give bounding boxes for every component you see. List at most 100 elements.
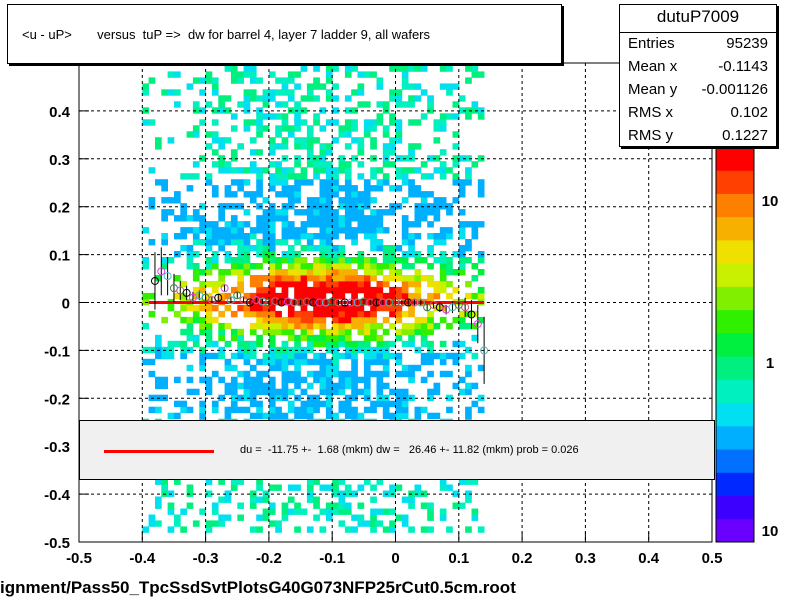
heatmap-cell (319, 185, 327, 192)
heatmap-cell (370, 239, 377, 246)
heatmap-cell (142, 89, 149, 96)
heatmap-cell (306, 263, 314, 270)
heatmap-cell (230, 394, 238, 402)
heatmap-cell (256, 280, 263, 288)
heatmap-cell (306, 155, 314, 162)
heatmap-cell (344, 131, 352, 138)
heatmap-cell (211, 107, 219, 114)
heatmap-cell (186, 502, 194, 509)
colorbar-bin (716, 402, 754, 427)
heatmap-cell (433, 167, 441, 174)
heatmap-cell (458, 251, 466, 258)
heatmap-cell (452, 352, 460, 360)
heatmap-cell (243, 245, 251, 252)
heatmap-cell (319, 203, 327, 210)
heatmap-cell (256, 215, 263, 222)
heatmap-cell (294, 364, 301, 372)
heatmap-cell (420, 203, 428, 210)
heatmap-cell (338, 520, 346, 527)
heatmap-cell (306, 286, 314, 294)
heatmap-cell (427, 412, 434, 420)
heatmap-cell (313, 113, 320, 120)
heatmap-cell (262, 89, 270, 96)
heatmap-cell (332, 191, 339, 198)
heatmap-cell (211, 400, 219, 408)
heatmap-cell (439, 280, 447, 288)
heatmap-cell (306, 394, 314, 402)
heatmap-cell (357, 328, 365, 336)
heatmap-cell (319, 263, 327, 270)
heatmap-cell (382, 161, 390, 168)
heatmap-cell (237, 514, 244, 521)
heatmap-cell (294, 113, 301, 120)
heatmap-cell (370, 125, 377, 132)
x-tick-label: -0.4 (129, 550, 156, 567)
heatmap-cell (174, 412, 181, 420)
heatmap-cell (395, 65, 403, 72)
heatmap-cell (408, 496, 415, 503)
colorbar-bin (716, 379, 754, 404)
heatmap-cell (275, 89, 282, 96)
heatmap-cell (465, 280, 472, 288)
heatmap-cell (237, 328, 244, 336)
heatmap-cell (218, 280, 225, 288)
heatmap-cell (408, 143, 415, 150)
heatmap-cell (155, 502, 162, 509)
heatmap-cell (281, 125, 289, 132)
heatmap-cell (382, 292, 390, 300)
heatmap-cell (420, 161, 428, 168)
heatmap-cell (338, 155, 346, 162)
heatmap-cell (477, 71, 485, 78)
heatmap-cell (306, 233, 314, 240)
heatmap-cell (174, 233, 181, 240)
heatmap-cell (262, 125, 270, 132)
heatmap-cell (148, 514, 156, 521)
profile-point (328, 297, 337, 306)
heatmap-cell (205, 520, 213, 527)
heatmap-cell (351, 316, 358, 324)
heatmap-cell (325, 310, 333, 318)
heatmap-cell (427, 316, 434, 324)
heatmap-cell (351, 65, 358, 72)
heatmap-cell (395, 137, 403, 144)
heatmap-cell (218, 352, 225, 360)
heatmap-cell (332, 322, 339, 330)
heatmap-cell (427, 280, 434, 288)
heatmap-cell (414, 233, 422, 240)
heatmap-cell (338, 370, 346, 378)
heatmap-cell (344, 71, 352, 78)
heatmap-cell (351, 215, 358, 222)
heatmap-cell (281, 221, 289, 228)
heatmap-cell (243, 346, 251, 354)
heatmap-cell (325, 245, 333, 252)
heatmap-cell (294, 263, 301, 270)
heatmap-cell (224, 107, 232, 114)
heatmap-cell (452, 502, 460, 509)
heatmap-cell (281, 185, 289, 192)
heatmap-cell (313, 370, 320, 378)
heatmap-cell (237, 245, 244, 252)
x-tick-label: 0.4 (638, 550, 660, 567)
heatmap-cell (357, 221, 365, 228)
heatmap-cell (249, 304, 257, 312)
heatmap-cell (300, 95, 308, 102)
heatmap-cell (351, 394, 358, 402)
heatmap-cell (199, 221, 206, 228)
heatmap-cell (230, 203, 238, 210)
heatmap-cell (338, 490, 346, 497)
heatmap-cell (313, 203, 320, 210)
heatmap-cell (268, 221, 276, 228)
heatmap-cell (230, 113, 238, 120)
heatmap-cell (161, 209, 168, 216)
profile-point (480, 346, 489, 355)
heatmap-cell (174, 340, 181, 348)
heatmap-cell (376, 376, 384, 384)
heatmap-cell (376, 269, 384, 276)
heatmap-cell (338, 215, 346, 222)
heatmap-cell (313, 155, 320, 162)
heatmap-cell (465, 382, 472, 390)
heatmap-cell (205, 131, 213, 138)
heatmap-cell (186, 257, 194, 264)
heatmap-cell (230, 478, 238, 485)
heatmap-cell (192, 388, 200, 396)
